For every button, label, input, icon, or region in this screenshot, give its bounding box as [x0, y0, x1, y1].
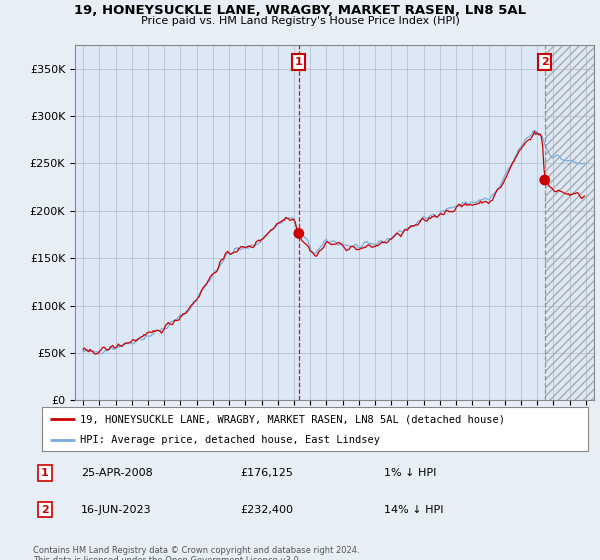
Text: £176,125: £176,125 — [240, 468, 293, 478]
Text: 2: 2 — [41, 505, 49, 515]
Bar — [545, 45, 594, 400]
Text: 1: 1 — [295, 57, 302, 67]
Text: 14% ↓ HPI: 14% ↓ HPI — [384, 505, 443, 515]
Text: HPI: Average price, detached house, East Lindsey: HPI: Average price, detached house, East… — [80, 435, 380, 445]
Text: 1: 1 — [41, 468, 49, 478]
Text: £232,400: £232,400 — [240, 505, 293, 515]
Text: 16-JUN-2023: 16-JUN-2023 — [81, 505, 152, 515]
Text: 25-APR-2008: 25-APR-2008 — [81, 468, 153, 478]
Text: 2: 2 — [541, 57, 548, 67]
Point — [540, 175, 550, 184]
Text: Contains HM Land Registry data © Crown copyright and database right 2024.
This d: Contains HM Land Registry data © Crown c… — [33, 546, 359, 560]
Text: 19, HONEYSUCKLE LANE, WRAGBY, MARKET RASEN, LN8 5AL: 19, HONEYSUCKLE LANE, WRAGBY, MARKET RAS… — [74, 4, 526, 17]
Point — [294, 229, 304, 238]
Text: 19, HONEYSUCKLE LANE, WRAGBY, MARKET RASEN, LN8 5AL (detached house): 19, HONEYSUCKLE LANE, WRAGBY, MARKET RAS… — [80, 414, 505, 424]
Text: Price paid vs. HM Land Registry's House Price Index (HPI): Price paid vs. HM Land Registry's House … — [140, 16, 460, 26]
Text: 1% ↓ HPI: 1% ↓ HPI — [384, 468, 436, 478]
